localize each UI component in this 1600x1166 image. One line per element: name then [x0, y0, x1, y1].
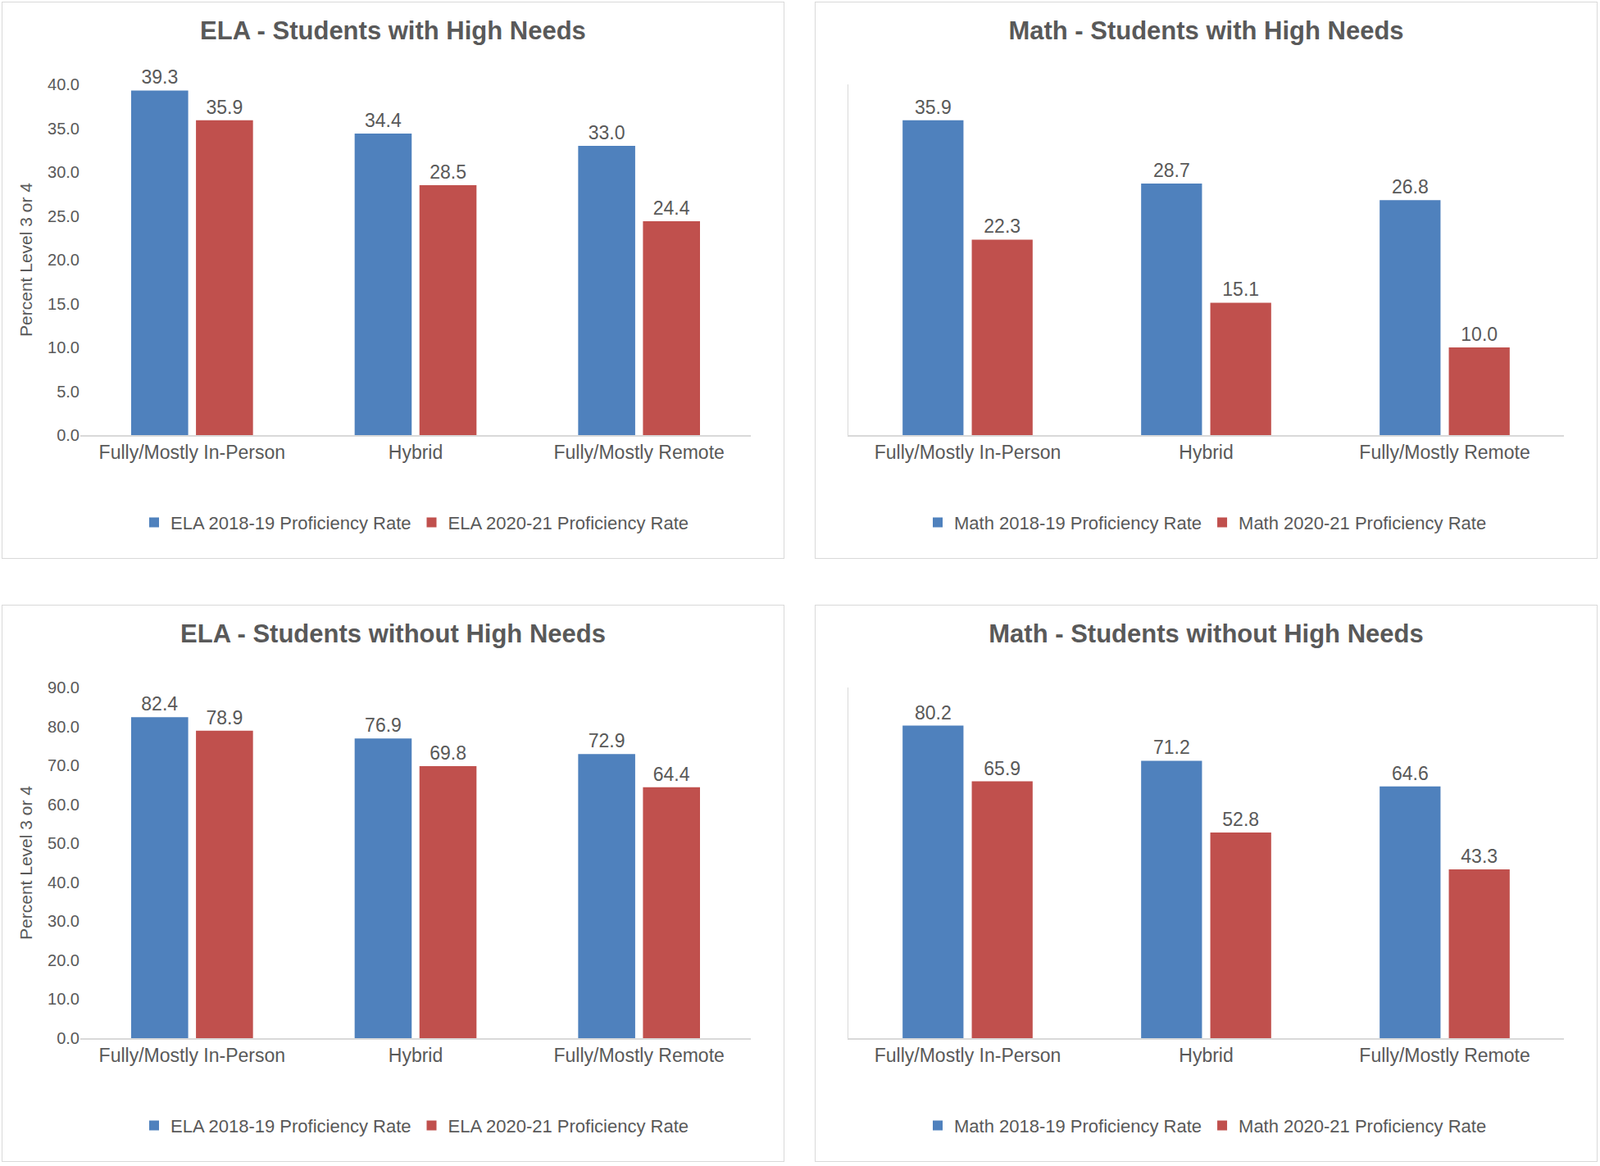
- svg-text:40.0: 40.0: [47, 873, 80, 892]
- svg-text:ELA 2018-19 Proficiency Rate: ELA 2018-19 Proficiency Rate: [170, 1116, 412, 1137]
- svg-text:40.0: 40.0: [47, 75, 80, 94]
- svg-text:30.0: 30.0: [47, 163, 80, 182]
- svg-text:Fully/Mostly In-Person: Fully/Mostly In-Person: [99, 441, 287, 464]
- svg-text:Fully/Mostly Remote: Fully/Mostly Remote: [1359, 1045, 1530, 1067]
- svg-text:5.0: 5.0: [56, 382, 80, 401]
- svg-text:10.0: 10.0: [47, 990, 80, 1009]
- svg-text:0.0: 0.0: [56, 426, 80, 445]
- svg-text:Hybrid: Hybrid: [1178, 1045, 1233, 1067]
- svg-text:60.0: 60.0: [47, 795, 80, 814]
- svg-text:34.4: 34.4: [364, 109, 402, 132]
- svg-text:82.4: 82.4: [140, 693, 178, 715]
- svg-text:Math - Students with High Need: Math - Students with High Needs: [1008, 16, 1404, 46]
- svg-text:78.9: 78.9: [205, 707, 243, 729]
- svg-text:15.1: 15.1: [1222, 278, 1260, 300]
- svg-text:24.4: 24.4: [653, 197, 691, 219]
- svg-text:Hybrid: Hybrid: [1178, 441, 1233, 464]
- svg-text:ELA - Students without High Ne: ELA - Students without High Needs: [180, 619, 606, 649]
- svg-text:ELA 2020-21 Proficiency Rate: ELA 2020-21 Proficiency Rate: [448, 513, 690, 534]
- svg-text:76.9: 76.9: [364, 714, 402, 737]
- svg-text:28.7: 28.7: [1153, 159, 1191, 182]
- svg-text:20.0: 20.0: [47, 250, 80, 269]
- svg-text:35.0: 35.0: [47, 119, 80, 138]
- svg-text:64.4: 64.4: [653, 763, 691, 786]
- svg-text:35.9: 35.9: [914, 96, 952, 119]
- svg-text:33.0: 33.0: [588, 122, 626, 144]
- svg-text:15.0: 15.0: [47, 295, 80, 314]
- svg-text:69.8: 69.8: [429, 742, 467, 764]
- svg-text:26.8: 26.8: [1391, 176, 1429, 198]
- svg-text:70.0: 70.0: [47, 756, 80, 775]
- svg-text:28.5: 28.5: [429, 161, 467, 183]
- svg-text:20.0: 20.0: [47, 951, 80, 970]
- svg-text:10.0: 10.0: [47, 338, 80, 357]
- svg-text:Math - Students without High N: Math - Students without High Needs: [988, 619, 1423, 649]
- svg-text:22.3: 22.3: [983, 215, 1021, 237]
- svg-text:Fully/Mostly Remote: Fully/Mostly Remote: [554, 441, 725, 464]
- svg-text:52.8: 52.8: [1222, 809, 1260, 831]
- svg-text:Percent Level 3 or 4: Percent Level 3 or 4: [16, 786, 36, 941]
- svg-text:35.9: 35.9: [205, 96, 243, 119]
- svg-text:71.2: 71.2: [1153, 736, 1191, 759]
- svg-text:Math 2020-21 Proficiency Rate: Math 2020-21 Proficiency Rate: [1238, 513, 1487, 534]
- svg-text:30.0: 30.0: [47, 912, 80, 931]
- svg-text:Percent Level 3 or 4: Percent Level 3 or 4: [16, 182, 36, 337]
- svg-text:80.0: 80.0: [47, 718, 80, 737]
- svg-text:25.0: 25.0: [47, 207, 80, 226]
- svg-text:Math 2020-21 Proficiency Rate: Math 2020-21 Proficiency Rate: [1238, 1116, 1487, 1137]
- svg-text:50.0: 50.0: [47, 834, 80, 853]
- svg-text:72.9: 72.9: [588, 730, 626, 752]
- svg-text:0.0: 0.0: [56, 1029, 80, 1048]
- svg-text:Math 2018-19 Proficiency Rate: Math 2018-19 Proficiency Rate: [954, 513, 1202, 534]
- svg-text:ELA 2018-19 Proficiency Rate: ELA 2018-19 Proficiency Rate: [170, 513, 412, 534]
- svg-text:Fully/Mostly In-Person: Fully/Mostly In-Person: [874, 441, 1062, 464]
- svg-text:64.6: 64.6: [1391, 763, 1429, 785]
- svg-text:43.3: 43.3: [1460, 845, 1498, 868]
- svg-text:Hybrid: Hybrid: [388, 1045, 443, 1067]
- svg-text:Fully/Mostly In-Person: Fully/Mostly In-Person: [99, 1045, 287, 1067]
- svg-text:80.2: 80.2: [914, 702, 952, 724]
- svg-text:65.9: 65.9: [983, 758, 1021, 780]
- svg-text:ELA - Students with High Needs: ELA - Students with High Needs: [200, 16, 587, 46]
- svg-text:Fully/Mostly Remote: Fully/Mostly Remote: [1359, 441, 1530, 464]
- svg-text:Fully/Mostly Remote: Fully/Mostly Remote: [554, 1045, 725, 1067]
- svg-text:Math 2018-19 Proficiency Rate: Math 2018-19 Proficiency Rate: [954, 1116, 1202, 1137]
- svg-text:10.0: 10.0: [1460, 323, 1498, 346]
- svg-text:39.3: 39.3: [140, 66, 178, 88]
- svg-text:Fully/Mostly In-Person: Fully/Mostly In-Person: [874, 1045, 1062, 1067]
- svg-text:90.0: 90.0: [47, 678, 80, 697]
- svg-text:Hybrid: Hybrid: [388, 441, 443, 464]
- svg-text:ELA 2020-21 Proficiency Rate: ELA 2020-21 Proficiency Rate: [448, 1116, 690, 1137]
